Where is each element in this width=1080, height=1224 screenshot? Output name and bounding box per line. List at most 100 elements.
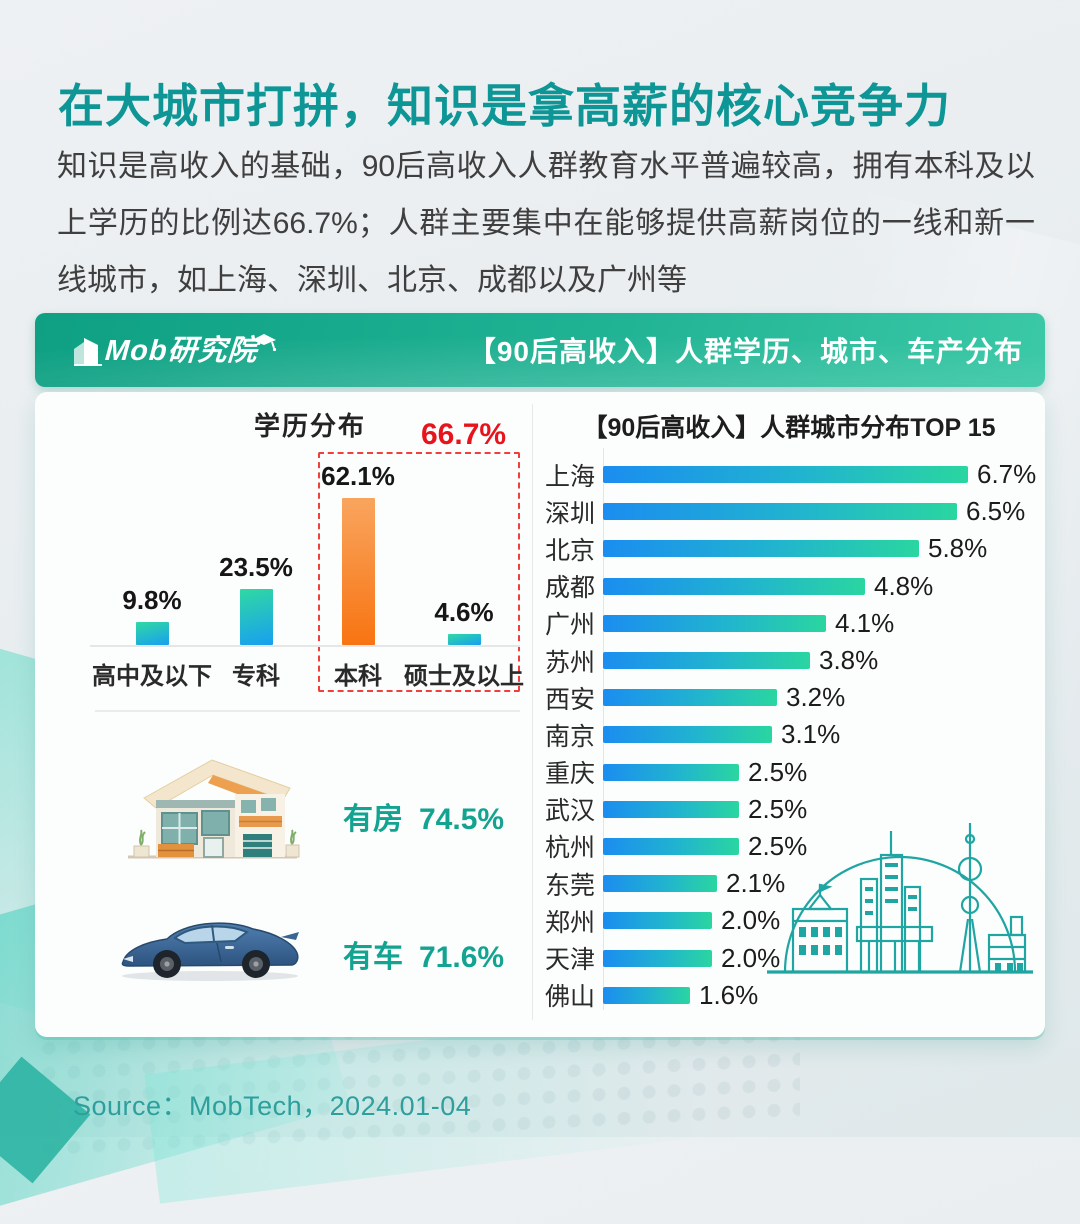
city-value: 1.6% [699,979,759,1010]
city-row: 杭州 2.5% [533,828,1045,865]
source-note: Source：MobTech，2024.01-04 [73,1091,472,1121]
house-label: 有房 [343,803,403,836]
city-value: 2.0% [721,905,781,936]
edu-bar-group: 4.6% [394,392,534,645]
education-section: 学历分布 66.7% 9.8% 高中及以下 23.5% 专科 62.1% 本科 4.6% 硕士… [35,392,532,1037]
city-value: 3.8% [819,645,879,676]
city-bar [603,726,772,744]
edu-bar-group: 62.1% [288,392,428,645]
city-label: 东莞 [544,871,595,900]
education-chart-title: 学历分布 [253,411,366,441]
page-title: 在大城市打拼，知识是拿高薪的核心竞争力 [58,80,951,132]
city-row: 重庆 2.5% [533,754,1045,791]
city-chart-title: 【90后高收入】人群城市分布TOP 15 [582,414,996,442]
city-skyline-illustration [767,823,1033,974]
city-row: 广州 4.1% [533,605,1045,642]
city-label: 郑州 [544,908,595,937]
highlight-percentage: 66.7% [421,418,507,451]
city-label: 重庆 [544,760,595,789]
city-row: 东莞 2.1% [533,865,1045,902]
edu-bar-value: 62.1% [321,461,395,491]
edu-bar-value: 4.6% [434,597,494,627]
city-value: 2.5% [748,756,808,787]
city-value: 4.8% [874,570,934,601]
city-label: 西安 [544,685,595,714]
city-row: 天津 2.0% [533,939,1045,976]
car-label: 有车 [343,941,403,974]
section-divider [95,710,520,712]
city-bar [603,763,739,781]
city-bar [603,875,717,893]
city-bar [603,577,865,595]
city-bar [603,466,968,484]
edu-bar [341,498,375,645]
charts-card: 学历分布 66.7% 9.8% 高中及以下 23.5% 专科 62.1% 本科 4.6% 硕士… [35,392,1045,1037]
city-label: 武汉 [544,797,595,826]
city-value: 3.1% [781,719,841,750]
city-value: 6.5% [966,496,1026,527]
city-row: 深圳 6.5% [533,493,1045,530]
edu-bar [239,589,273,645]
city-bar [603,986,690,1004]
mob-logo-text: Mob研究院 [103,335,259,367]
city-bar [603,837,739,855]
city-row: 上海 6.7% [533,456,1045,493]
car-stat: 有车 71.6% [343,932,504,976]
x-axis-line [90,645,520,647]
education-chart: 9.8% 高中及以下 23.5% 专科 62.1% 本科 4.6% 硕士及以上 [35,392,532,692]
city-value: 3.2% [786,682,846,713]
city-bar [603,689,777,707]
city-bar [603,912,712,930]
city-row: 南京 3.1% [533,716,1045,753]
city-bar [603,652,810,670]
graduation-cap-icon [251,334,276,352]
infographic-page: 在大城市打拼，知识是拿高薪的核心竞争力 知识是高收入的基础，90后高收入人群教育… [0,80,1080,1224]
city-label: 北京 [544,536,595,565]
city-bar [603,949,712,967]
house-stat: 有房 74.5% [343,794,504,838]
edu-bar-category: 高中及以下 [92,663,212,690]
city-section: 【90后高收入】人群城市分布TOP 15 [533,392,1045,1037]
city-value: 2.0% [721,942,781,973]
page-paragraph: 知识是高收入的基础，90后高收入人群教育水平普遍较高，拥有本科及以上学历的比例达… [57,150,1035,297]
city-row: 北京 5.8% [533,530,1045,567]
city-label: 上海 [544,462,595,491]
city-row: 成都 4.8% [533,568,1045,605]
building-icon [74,338,102,366]
city-label: 杭州 [544,834,595,863]
city-value: 2.1% [726,868,786,899]
car-value: 71.6% [419,941,505,974]
city-value: 6.7% [977,459,1037,490]
house-value: 74.5% [419,803,505,836]
city-row: 西安 3.2% [533,679,1045,716]
city-value: 4.1% [835,607,895,638]
city-label: 深圳 [544,499,595,528]
city-row: 佛山 1.6% [533,977,1045,1014]
edu-bar-group: 9.8% [82,392,222,645]
city-label: 成都 [544,574,595,603]
city-label: 广州 [544,611,595,640]
edu-bar [135,622,169,645]
edu-bar [447,634,481,645]
city-bar [603,614,826,632]
highlight-dashed-box [318,452,520,692]
city-value: 5.8% [928,533,988,564]
city-label: 天津 [544,946,595,975]
city-bar [603,503,957,521]
edu-bar-category: 硕士及以上 [404,663,524,690]
city-label: 南京 [544,722,595,751]
mob-logo: Mob研究院 [71,332,288,368]
city-value: 2.5% [748,793,808,824]
edu-bar-value: 23.5% [219,552,293,582]
house-illustration [128,759,300,859]
edu-bar-group: 23.5% [186,392,326,645]
edu-bar-value: 9.8% [122,585,182,615]
section-divider-vertical [532,404,533,1020]
city-chart: 上海 6.7% 深圳 6.5% 北京 5.8% 成都 4.8% 广州 4.1% 苏州 3.8% 西安 3.… [533,456,1045,1014]
banner-title: 【90后高收入】人群学历、城市、车产分布 [467,336,1023,367]
city-value: 2.5% [748,830,808,861]
city-bar [603,540,919,558]
city-bar [603,800,739,818]
section-banner: Mob研究院 【90后高收入】人群学历、城市、车产分布 [35,313,1045,387]
city-row: 武汉 2.5% [533,791,1045,828]
